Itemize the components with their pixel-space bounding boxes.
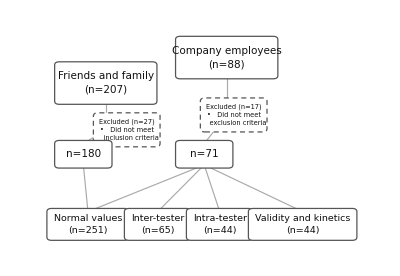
FancyBboxPatch shape [47,208,129,240]
Text: Validity and kinetics
(n=44): Validity and kinetics (n=44) [255,214,350,235]
Text: Inter-tester
(n=65): Inter-tester (n=65) [131,214,184,235]
Text: n=71: n=71 [190,149,218,159]
Text: Excluded (n=27)
•   Did not meet
    inclusion criteria: Excluded (n=27) • Did not meet inclusion… [95,119,159,141]
FancyBboxPatch shape [176,36,278,79]
FancyBboxPatch shape [248,208,357,240]
FancyBboxPatch shape [200,98,267,132]
Text: Intra-tester
(n=44): Intra-tester (n=44) [193,214,247,235]
FancyBboxPatch shape [55,62,157,104]
Text: Company employees
(n=88): Company employees (n=88) [172,46,282,69]
FancyBboxPatch shape [176,140,233,168]
Text: n=180: n=180 [66,149,101,159]
FancyBboxPatch shape [124,208,191,240]
FancyBboxPatch shape [55,140,112,168]
FancyBboxPatch shape [186,208,253,240]
FancyBboxPatch shape [94,113,160,147]
Text: Excluded (n=17)
•   Did not meet
    exclusion criteria: Excluded (n=17) • Did not meet exclusion… [201,104,266,126]
Text: Normal values
(n=251): Normal values (n=251) [54,214,122,235]
Text: Friends and family
(n=207): Friends and family (n=207) [58,71,154,95]
